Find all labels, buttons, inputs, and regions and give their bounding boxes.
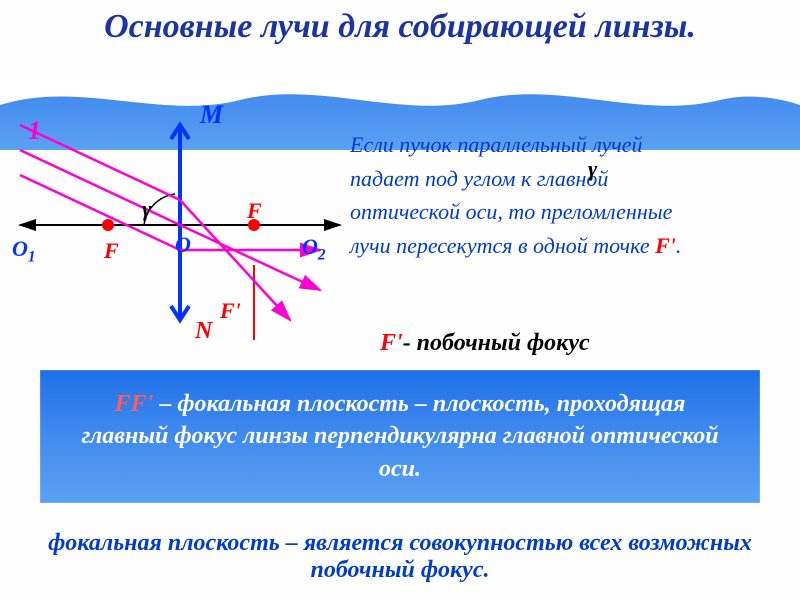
label-O1: O1 bbox=[12, 236, 36, 266]
focal-plane-box: FF' – фокальная плоскость – плоскость, п… bbox=[40, 370, 760, 503]
label-gamma: γ bbox=[142, 196, 151, 222]
label-gamma2: γ bbox=[588, 156, 597, 182]
bottom-text: фокальная плоскость – является совокупно… bbox=[0, 530, 800, 584]
label-one: 1 bbox=[28, 116, 41, 146]
side-text: Если пучок параллельный лучей падает под… bbox=[350, 130, 790, 265]
label-Fright: F bbox=[247, 198, 262, 224]
side-text-line-2: падает под углом к главной bbox=[350, 164, 790, 194]
label-Fleft: F bbox=[104, 238, 119, 264]
label-O2: O2 bbox=[302, 234, 326, 264]
label-Fprime: F' bbox=[220, 298, 241, 324]
side-text-line-1: Если пучок параллельный лучей bbox=[350, 130, 790, 160]
side-text-line-3: оптической оси, то преломленные bbox=[350, 197, 790, 227]
label-O: O bbox=[175, 232, 191, 258]
label-M: M bbox=[200, 100, 223, 130]
label-N: N bbox=[195, 318, 212, 345]
wave-crest bbox=[0, 75, 800, 115]
fprime-definition: F'- побочный фокус bbox=[380, 330, 590, 357]
side-text-line-4: лучи пересекутся в одной точке F'. bbox=[350, 231, 790, 261]
page-title: Основные лучи для собирающей линзы. bbox=[0, 0, 800, 45]
